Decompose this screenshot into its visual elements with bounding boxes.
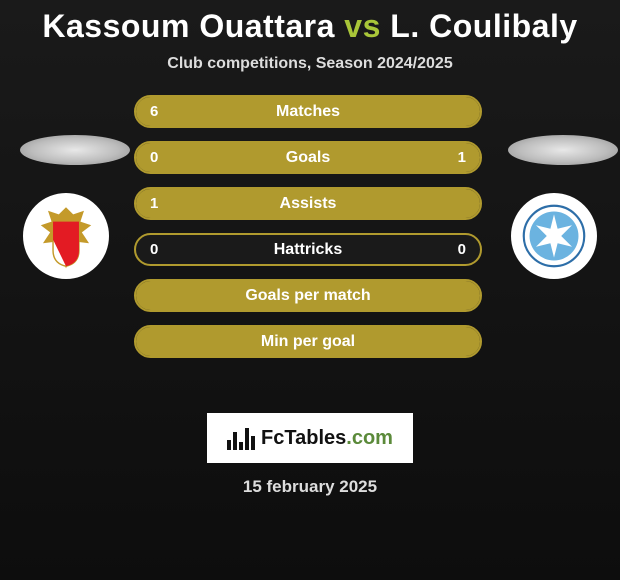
stat-value-left: 0 [150, 143, 158, 172]
club-left-logo [23, 193, 109, 279]
stat-fill [136, 189, 480, 218]
ellipse-shadow-icon [20, 135, 130, 165]
stat-value-left: 0 [150, 235, 158, 264]
auxerre-crest-icon [518, 200, 590, 272]
stat-value-right: 1 [458, 143, 466, 172]
stat-fill [136, 97, 480, 126]
player1-name: Kassoum Ouattara [42, 8, 335, 44]
stat-row: 6Matches [134, 95, 482, 128]
page-title: Kassoum Ouattara vs L. Coulibaly [0, 8, 620, 45]
club-right-logo [511, 193, 597, 279]
stat-value-right: 0 [458, 235, 466, 264]
stat-row: 0 0Hattricks [134, 233, 482, 266]
stat-label: Hattricks [136, 235, 480, 264]
player2-name: L. Coulibaly [390, 8, 577, 44]
subtitle: Club competitions, Season 2024/2025 [0, 55, 620, 73]
stat-fill-right [198, 143, 480, 172]
date-label: 15 february 2025 [0, 477, 620, 497]
vs-separator: vs [344, 8, 381, 44]
stat-row: 01Goals [134, 141, 482, 174]
badge-tld: .com [346, 427, 393, 449]
stat-row: Min per goal [134, 325, 482, 358]
club-left [20, 135, 112, 279]
stat-fill [136, 327, 480, 356]
bar-chart-icon [227, 426, 255, 450]
badge-brand: FcTables [261, 427, 346, 449]
ellipse-shadow-icon [508, 135, 618, 165]
comparison-body: 6Matches01Goals1Assists00HattricksGoals … [0, 95, 620, 395]
fctables-badge: FcTables.com [207, 413, 413, 463]
monaco-crest-icon [30, 200, 102, 272]
stat-row: Goals per match [134, 279, 482, 312]
stat-value-left: 1 [150, 189, 158, 218]
stat-fill [136, 281, 480, 310]
badge-text: FcTables.com [261, 427, 393, 450]
club-right [508, 135, 600, 279]
stat-row: 1Assists [134, 187, 482, 220]
stats-list: 6Matches01Goals1Assists00HattricksGoals … [134, 95, 486, 358]
stat-fill-left [136, 143, 198, 172]
stat-value-left: 6 [150, 97, 158, 126]
